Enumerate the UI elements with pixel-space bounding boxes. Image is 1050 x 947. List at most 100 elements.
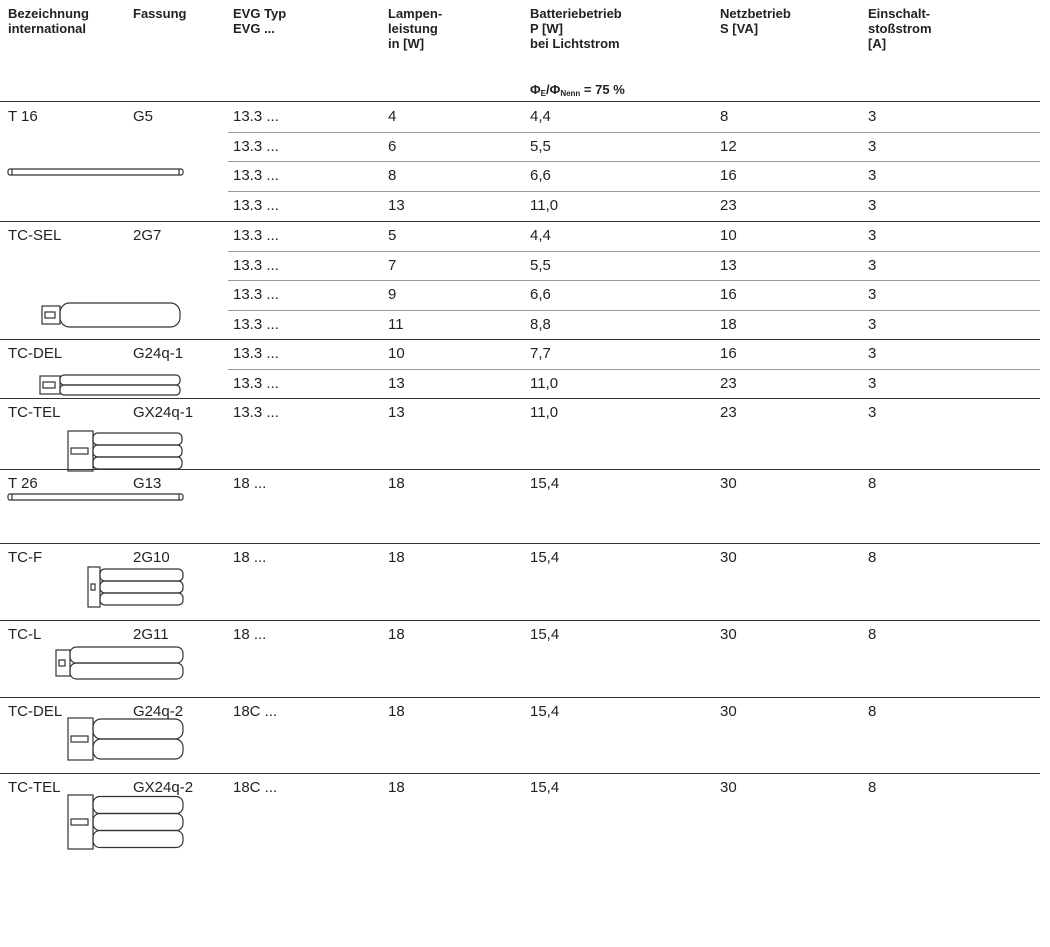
- cell: 13.3 ...: [233, 167, 279, 184]
- cell: 13: [388, 404, 405, 421]
- cell: 16: [720, 286, 737, 303]
- lamp-shape: [55, 649, 71, 677]
- socket: 2G11: [133, 626, 169, 643]
- header-cell: leistung: [388, 21, 438, 36]
- cell: 13.3 ...: [233, 315, 279, 333]
- cell: 13.3 ...: [233, 227, 279, 244]
- cell: 4: [388, 108, 397, 125]
- lamp-shape: [99, 580, 184, 594]
- cell: 16: [720, 167, 737, 184]
- cell: 23: [720, 404, 737, 421]
- cell: 3: [868, 108, 877, 125]
- cell: 3: [868, 167, 877, 184]
- cell: 23: [720, 196, 737, 214]
- cell: 18 ...: [233, 549, 267, 566]
- header-cell: international: [8, 21, 87, 36]
- cell: 8,8: [530, 315, 551, 333]
- lamp-shape: [92, 829, 184, 849]
- cell: 13: [388, 374, 405, 392]
- formula-part: E: [540, 89, 547, 98]
- cell: 30: [720, 475, 737, 492]
- cell: 8: [868, 779, 877, 796]
- header-cell: in [W]: [388, 36, 425, 51]
- lamp-shape: [99, 568, 184, 582]
- header-cell: EVG Typ: [233, 6, 287, 21]
- formula: ΦE/ΦNenn = 75 %: [530, 82, 625, 101]
- cell: 12: [720, 137, 737, 155]
- socket: G5: [133, 108, 154, 125]
- lamp-name: TC-L: [8, 626, 42, 643]
- cell: 18: [388, 779, 405, 796]
- cell: 8: [720, 108, 729, 125]
- header-cell: [A]: [868, 36, 887, 51]
- header-cell: Bezeichnung: [8, 6, 89, 21]
- cell: 6,6: [530, 286, 551, 303]
- lamp-name: TC-TEL: [8, 779, 61, 796]
- cell: 5: [388, 227, 397, 244]
- socket: G24q-1: [133, 345, 184, 362]
- lamp-shape: [99, 592, 184, 606]
- cell: 18 ...: [233, 475, 267, 492]
- cell: 16: [720, 345, 737, 362]
- socket: 2G7: [133, 227, 162, 244]
- formula-part: /Φ: [546, 82, 561, 97]
- cell: 10: [388, 345, 405, 362]
- cell: 11: [388, 315, 404, 333]
- cell: 3: [868, 256, 877, 274]
- header-cell: Lampen-: [388, 6, 443, 21]
- rule: [228, 250, 1040, 252]
- lamp-name: TC-SEL: [8, 227, 62, 244]
- cell: 18: [388, 703, 405, 720]
- lamp-shape: [70, 447, 89, 455]
- cell: 13.3 ...: [233, 404, 279, 421]
- rule: [0, 697, 1040, 698]
- rule: [0, 620, 1040, 621]
- cell: 15,4: [530, 626, 560, 643]
- cell: 4,4: [530, 227, 551, 244]
- lamp-shape: [90, 583, 96, 591]
- cell: 18C ...: [233, 779, 278, 796]
- cell: 8: [868, 703, 877, 720]
- cell: 4,4: [530, 108, 551, 125]
- cell: 3: [868, 315, 877, 333]
- cell: 8: [388, 167, 397, 184]
- formula-part: Φ: [530, 82, 541, 97]
- lamp-shape: [92, 812, 184, 832]
- cell: 18: [720, 315, 737, 333]
- rule: [0, 101, 1040, 102]
- cell: 15,4: [530, 779, 560, 796]
- lamp-shape: [59, 302, 181, 328]
- lamp-shape: [59, 374, 181, 386]
- rule: [228, 280, 1040, 281]
- cell: 18 ...: [233, 626, 267, 643]
- cell: 13.3 ...: [233, 108, 279, 125]
- cell: 13: [720, 256, 737, 274]
- lamp-shape: [92, 456, 183, 470]
- header-cell: EVG ...: [233, 21, 275, 36]
- header-cell: Einschalt-: [868, 6, 931, 21]
- lamp-shape: [69, 646, 184, 664]
- rule: [228, 309, 1040, 311]
- rule: [0, 398, 1040, 399]
- socket: 2G10: [133, 549, 170, 566]
- cell: 6: [388, 137, 397, 155]
- cell: 3: [868, 227, 877, 244]
- lamp-shape: [87, 566, 101, 608]
- rule: [228, 131, 1040, 133]
- cell: 3: [868, 286, 877, 303]
- cell: 11,0: [530, 374, 559, 392]
- cell: 18: [388, 549, 405, 566]
- header-cell: bei Lichtstrom: [530, 36, 620, 51]
- lamp-shape: [69, 662, 184, 680]
- lamp-name: TC-DEL: [8, 345, 63, 362]
- header-cell: Netzbetrieb: [720, 6, 791, 21]
- cell: 30: [720, 703, 737, 720]
- cell: 3: [868, 137, 877, 155]
- cell: 23: [720, 374, 737, 392]
- socket: GX24q-1: [133, 404, 194, 421]
- lamp-name: T 16: [8, 108, 38, 125]
- cell: 7,7: [530, 345, 551, 362]
- lamp-shape: [67, 717, 94, 761]
- socket: GX24q-2: [133, 779, 194, 796]
